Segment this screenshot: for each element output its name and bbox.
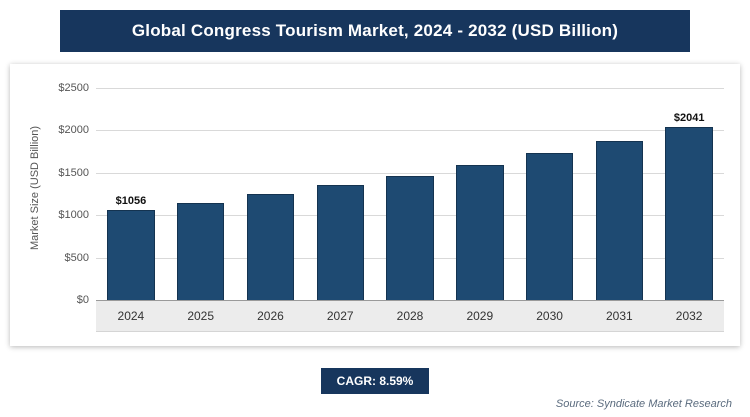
gridline [96, 88, 724, 89]
x-tick-label: 2032 [675, 309, 703, 323]
bar-column [515, 88, 585, 300]
y-tick-label: $1500 [58, 166, 89, 179]
x-tick-label: 2024 [117, 309, 145, 323]
bar-2028 [386, 175, 434, 300]
bar-2024 [107, 210, 155, 300]
chart-card: Market Size (USD Billion) $0 $500 $1000 $15… [10, 64, 740, 346]
bar-2025 [176, 202, 225, 300]
bar-value-label: $2041 [673, 111, 705, 124]
y-tick-label: $500 [64, 251, 89, 264]
bar-2029 [456, 164, 504, 300]
bar-column [445, 88, 515, 300]
plot-area: $0 $500 $1000 $1500 $2000 $2500 $1056 $2041 [58, 82, 724, 306]
bar-series: $1056 $2041 [96, 88, 724, 300]
chart-title-banner: Global Congress Tourism Market, 2024 - 2… [60, 10, 690, 52]
bar-value-label: $1056 [115, 195, 147, 208]
bar-2026 [246, 194, 295, 300]
chart-footer: CAGR: 8.59% Source: Syndicate Market Res… [0, 368, 750, 417]
x-tick-label: 2027 [326, 309, 354, 323]
x-tick-label: 2028 [396, 309, 424, 323]
x-tick-label: 2025 [187, 309, 215, 323]
x-tick-label: 2029 [466, 309, 494, 323]
x-tick-label: 2030 [536, 309, 563, 323]
bar-column [584, 88, 654, 300]
gridline [96, 172, 724, 174]
cagr-badge: CAGR: 8.59% [320, 368, 430, 394]
gridline [96, 130, 724, 132]
x-tick-label: 2026 [257, 309, 284, 323]
x-axis-label-band: 2024 2025 2026 2027 2028 2029 2030 2031 2032 [96, 300, 724, 332]
y-tick-label: $2500 [58, 82, 89, 94]
bar-2027 [316, 185, 364, 300]
bar-column: $2041 [654, 88, 724, 300]
bar-column [166, 88, 236, 300]
bar-column [305, 88, 375, 300]
y-tick-label: $1000 [58, 209, 89, 222]
y-tick-label: $0 [76, 294, 89, 306]
bar-2031 [595, 140, 644, 300]
source-credit: Source: Syndicate Market Research [555, 398, 732, 410]
bar-2030 [525, 153, 574, 300]
page: Global Congress Tourism Market, 2024 - 2… [0, 10, 750, 417]
bar-column [375, 88, 445, 300]
y-axis-title: Market Size (USD Billion) [29, 125, 41, 251]
y-tick-label: $2000 [58, 124, 89, 137]
bar-column [236, 88, 306, 300]
x-tick-label: 2031 [606, 309, 633, 323]
bar-2032 [665, 126, 713, 300]
bar-column: $1056 [96, 88, 166, 300]
chart-title: Global Congress Tourism Market, 2024 - 2… [131, 21, 619, 40]
